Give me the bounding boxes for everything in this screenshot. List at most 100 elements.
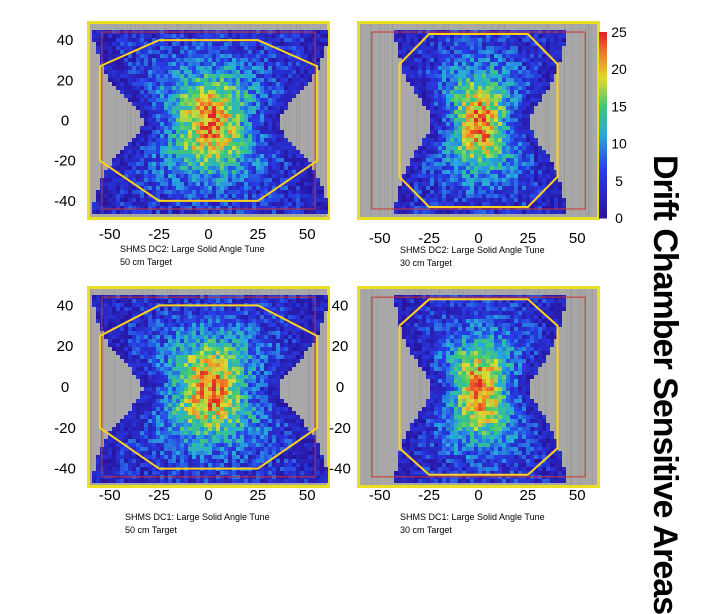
density-cell — [108, 186, 112, 190]
density-cell — [506, 74, 510, 78]
density-cell — [208, 34, 212, 38]
density-cell — [172, 174, 176, 178]
density-cell — [320, 319, 324, 323]
density-cell — [196, 118, 200, 122]
density-cell — [506, 210, 510, 214]
density-cell — [148, 138, 152, 142]
density-cell — [172, 315, 176, 319]
density-cell — [124, 62, 128, 66]
density-cell — [152, 347, 156, 351]
density-cell — [490, 66, 494, 70]
density-cell — [144, 62, 148, 66]
density-cell — [406, 166, 410, 170]
density-cell — [140, 359, 144, 363]
density-cell — [542, 210, 546, 214]
density-cell — [252, 82, 256, 86]
density-cell — [172, 50, 176, 54]
density-cell — [160, 315, 164, 319]
density-cell — [248, 158, 252, 162]
density-cell — [474, 98, 478, 102]
density-cell — [320, 198, 324, 202]
density-cell — [296, 34, 300, 38]
density-cell — [478, 62, 482, 66]
density-cell — [248, 327, 252, 331]
density-cell — [136, 166, 140, 170]
density-cell — [434, 170, 438, 174]
density-cell — [300, 307, 304, 311]
density-cell — [228, 90, 232, 94]
density-cell — [256, 299, 260, 303]
density-cell — [296, 331, 300, 335]
density-cell — [260, 335, 264, 339]
density-cell — [514, 114, 518, 118]
density-cell — [136, 146, 140, 150]
density-cell — [180, 343, 184, 347]
density-cell — [276, 38, 280, 42]
density-cell — [292, 190, 296, 194]
density-cell — [192, 327, 196, 331]
density-cell — [112, 198, 116, 202]
density-cell — [180, 66, 184, 70]
density-cell — [522, 82, 526, 86]
density-cell — [260, 210, 264, 214]
density-cell — [200, 363, 204, 367]
density-cell — [272, 194, 276, 198]
density-cell — [192, 122, 196, 126]
density-cell — [490, 142, 494, 146]
density-cell — [132, 174, 136, 178]
density-cell — [156, 106, 160, 110]
density-cell — [184, 186, 188, 190]
density-cell — [296, 154, 300, 158]
density-cell — [272, 42, 276, 46]
density-cell — [96, 202, 100, 206]
density-cell — [506, 186, 510, 190]
density-cell — [506, 38, 510, 42]
density-cell — [296, 198, 300, 202]
density-cell — [414, 174, 418, 178]
density-cell — [236, 323, 240, 327]
density-cell — [466, 74, 470, 78]
density-cell — [96, 190, 100, 194]
density-cell — [216, 315, 220, 319]
density-cell — [434, 150, 438, 154]
density-cell — [188, 34, 192, 38]
density-cell — [486, 42, 490, 46]
density-cell — [268, 182, 272, 186]
density-cell — [144, 154, 148, 158]
density-cell — [104, 66, 108, 70]
density-cell — [454, 106, 458, 110]
density-cell — [264, 102, 268, 106]
density-cell — [140, 331, 144, 335]
density-cell — [422, 90, 426, 94]
density-cell — [212, 82, 216, 86]
density-cell — [240, 299, 244, 303]
density-cell — [522, 198, 526, 202]
density-cell — [112, 190, 116, 194]
density-cell — [212, 118, 216, 122]
density-cell — [116, 62, 120, 66]
density-cell — [406, 62, 410, 66]
density-cell — [164, 178, 168, 182]
density-cell — [228, 62, 232, 66]
density-cell — [430, 50, 434, 54]
density-cell — [510, 178, 514, 182]
density-cell — [426, 166, 430, 170]
density-cell — [510, 194, 514, 198]
density-cell — [316, 194, 320, 198]
density-cell — [280, 34, 284, 38]
density-cell — [450, 162, 454, 166]
density-cell — [188, 98, 192, 102]
density-cell — [140, 90, 144, 94]
density-cell — [164, 323, 168, 327]
density-cell — [442, 126, 446, 130]
density-cell — [160, 343, 164, 347]
density-cell — [418, 166, 422, 170]
density-cell — [204, 210, 208, 214]
density-cell — [180, 315, 184, 319]
density-cell — [300, 54, 304, 58]
density-cell — [228, 307, 232, 311]
density-cell — [164, 154, 168, 158]
density-cell — [530, 146, 534, 150]
density-cell — [300, 158, 304, 162]
density-cell — [284, 343, 288, 347]
